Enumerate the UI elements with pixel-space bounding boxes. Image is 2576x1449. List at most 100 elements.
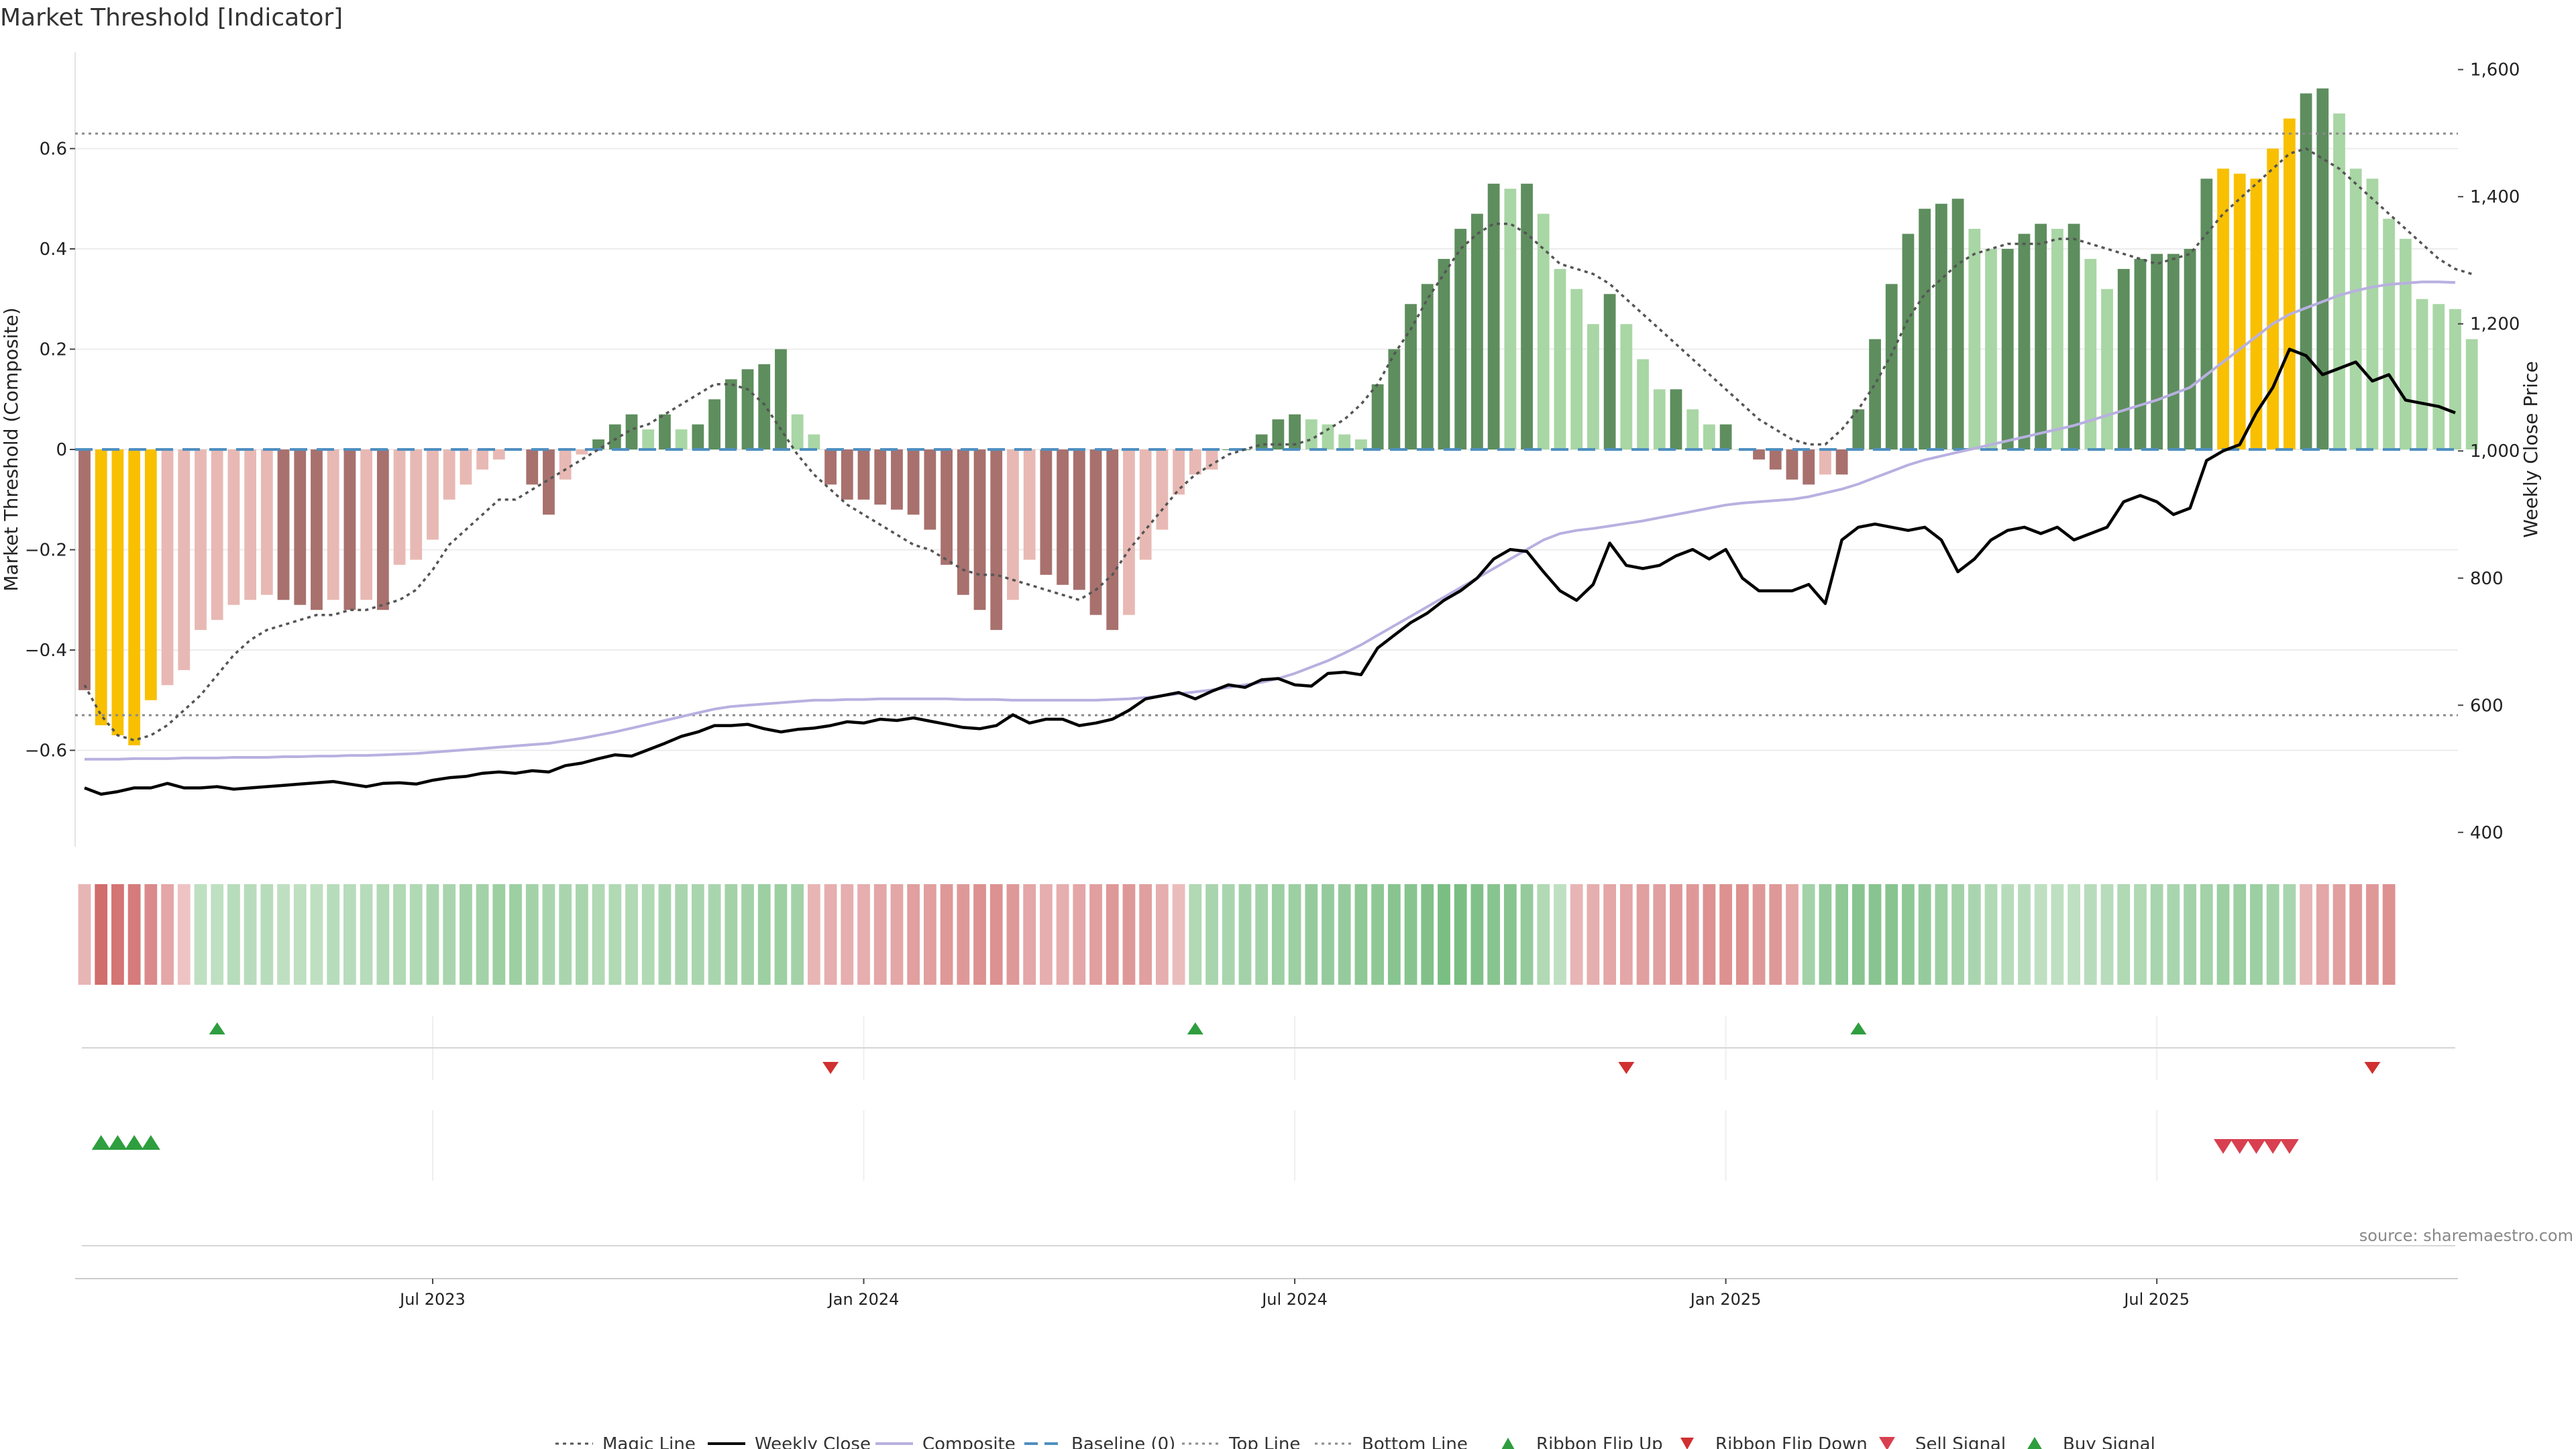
threshold-bar (2084, 258, 2097, 449)
threshold-bar (2117, 268, 2130, 449)
threshold-bar (443, 449, 455, 500)
threshold-bar (824, 449, 837, 485)
ribbon-cell (1354, 884, 1368, 985)
threshold-bar (559, 449, 572, 480)
ribbon-cell (2283, 884, 2296, 985)
threshold-bar (1057, 449, 1069, 585)
y-right-tick-label: 1,000 (2470, 441, 2520, 462)
ribbon-cell (1454, 884, 1467, 985)
threshold-bar (990, 449, 1003, 631)
threshold-bar (1454, 229, 1467, 449)
legend-label: Weekly Close (755, 1434, 871, 1449)
ribbon-cell (244, 884, 257, 985)
ribbon-cell (2300, 884, 2312, 985)
ribbon-cell (2068, 884, 2080, 985)
threshold-bar (1123, 449, 1135, 615)
threshold-bar (543, 449, 555, 515)
ribbon-cell (1520, 884, 1534, 985)
ribbon-cell (2233, 884, 2247, 985)
ribbon-cell (724, 884, 738, 985)
legend-item: Weekly Close (708, 1434, 871, 1449)
threshold-bar (2300, 93, 2312, 449)
y-right-tick-label: 800 (2470, 569, 2504, 589)
ribbon-cell (2100, 884, 2114, 985)
threshold-bar (376, 449, 389, 610)
threshold-bar (128, 449, 141, 746)
threshold-bar (2001, 249, 2014, 449)
threshold-bar (708, 399, 721, 449)
ribbon-cell (1189, 884, 1202, 985)
y-right-tick-label: 1,400 (2470, 187, 2520, 207)
sell-signal-marker (2279, 1139, 2299, 1154)
ribbon-cell (1554, 884, 1566, 985)
ribbon-cell (1073, 884, 1086, 985)
threshold-bar (1388, 349, 1401, 449)
threshold-bar (2035, 223, 2047, 449)
ribbon-cell (1421, 884, 1434, 985)
ribbon-cell (1155, 884, 1169, 985)
threshold-bar (95, 449, 107, 726)
weekly-close-line (84, 347, 2456, 796)
ribbon-cell (841, 884, 854, 985)
ribbon-flip-up-marker (1850, 1022, 1867, 1034)
ribbon-cell (2150, 884, 2163, 985)
threshold-bar (1753, 449, 1765, 460)
threshold-bar (1885, 284, 1898, 449)
threshold-bar (161, 449, 174, 686)
legend-swatch (1879, 1437, 1895, 1449)
ribbon-cell (741, 884, 754, 985)
threshold-bar (1653, 389, 1666, 449)
ribbon-cell (1819, 884, 1832, 985)
threshold-bar (2151, 254, 2163, 449)
legend-label: Ribbon Flip Down (1715, 1434, 1868, 1449)
legend-item: Baseline (0) (1024, 1434, 1175, 1449)
threshold-bar (1007, 449, 1019, 600)
ribbon-cell (973, 884, 986, 985)
ribbon-cell (227, 884, 240, 985)
sell-signal-marker (2230, 1139, 2249, 1154)
ribbon-cell (293, 884, 307, 985)
ribbon-cell (1371, 884, 1385, 985)
threshold-bar (2383, 219, 2396, 449)
ribbon-cell (1537, 884, 1550, 985)
threshold-bar (724, 379, 737, 449)
y-left-axis-label: Market Threshold (Composite) (0, 307, 22, 591)
ribbon-cell (310, 884, 323, 985)
ribbon-cell (1885, 884, 1898, 985)
threshold-bar (2432, 304, 2445, 449)
legend-label: Bottom Line (1362, 1434, 1468, 1449)
ribbon-cell (194, 884, 207, 985)
threshold-bar (111, 449, 124, 736)
threshold-bar (1173, 449, 1185, 495)
ribbon-cell (1603, 884, 1617, 985)
threshold-bar (625, 414, 638, 449)
ribbon-cell (1288, 884, 1301, 985)
y-left-tick-label: 0.2 (40, 340, 67, 360)
threshold-bar (1322, 424, 1334, 449)
ribbon-cell (1851, 884, 1865, 985)
ribbon-cell (127, 884, 141, 985)
ribbon-cell (1918, 884, 1931, 985)
ribbon-flip-down-marker (822, 1062, 839, 1074)
y-right-axis-label: Weekly Close Price (2520, 361, 2542, 537)
ribbon-cell (2117, 884, 2131, 985)
ribbon-cell (1487, 884, 1501, 985)
threshold-bar (2465, 339, 2478, 449)
x-axis: Jul 2023 Jan 2024 Jul 2024 Jan 2025 Jul 2025 (75, 1278, 2458, 1309)
threshold-bar (1438, 258, 1450, 449)
threshold-bar (2233, 173, 2246, 449)
buy-signal-marker (141, 1135, 160, 1150)
threshold-bar (178, 449, 191, 670)
legend-swatch (1501, 1438, 1515, 1449)
threshold-bar (2399, 239, 2412, 449)
ribbon-cell (1222, 884, 1235, 985)
legend-item: Bottom Line (1315, 1434, 1468, 1449)
ribbon-cell (1172, 884, 1185, 985)
threshold-bar (2167, 254, 2180, 449)
threshold-bar (211, 449, 223, 621)
threshold-bar (311, 449, 323, 610)
ribbon-cell (78, 884, 91, 985)
legend-label: Ribbon Flip Up (1536, 1434, 1663, 1449)
ribbon-cell (376, 884, 390, 985)
ribbon-cell (1305, 884, 1318, 985)
